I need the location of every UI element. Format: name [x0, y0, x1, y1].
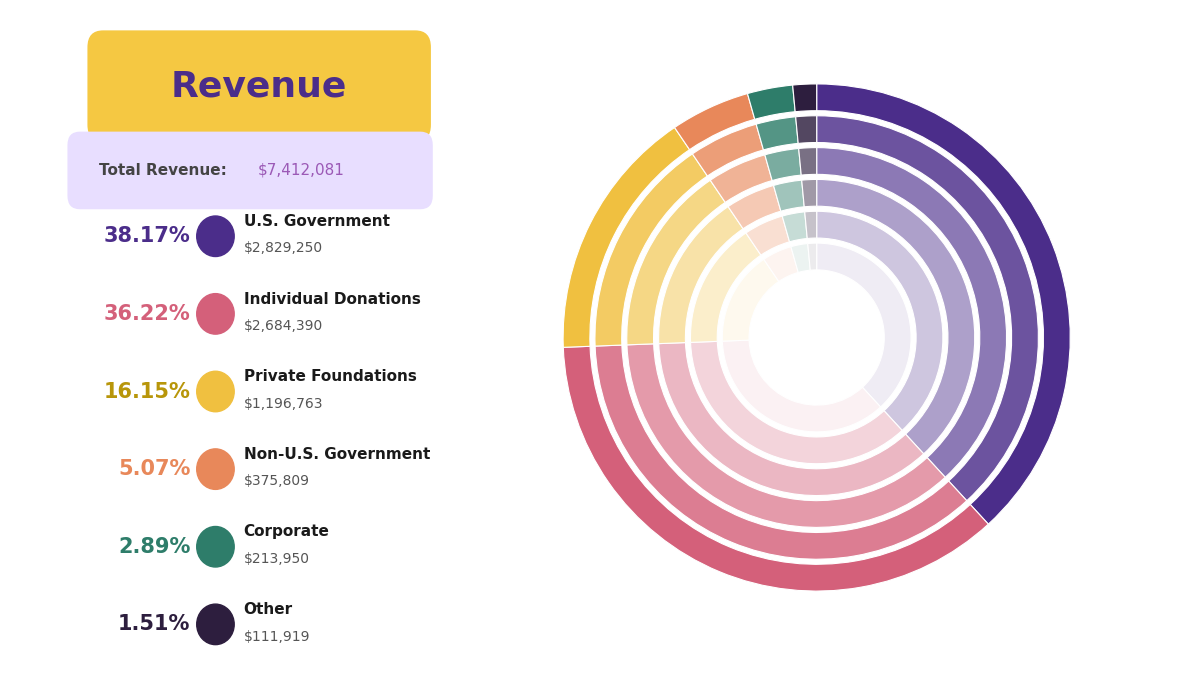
Text: $375,809: $375,809 — [244, 475, 310, 488]
Text: Total Revenue:: Total Revenue: — [98, 163, 227, 178]
Wedge shape — [817, 211, 943, 431]
Circle shape — [197, 604, 234, 645]
Circle shape — [197, 216, 234, 256]
Wedge shape — [691, 342, 902, 464]
Wedge shape — [746, 216, 789, 255]
Wedge shape — [817, 148, 1006, 477]
Wedge shape — [765, 148, 801, 181]
Text: Corporate: Corporate — [244, 524, 329, 539]
Text: $213,950: $213,950 — [244, 552, 310, 566]
Wedge shape — [793, 84, 817, 112]
Circle shape — [197, 526, 234, 567]
Wedge shape — [563, 128, 689, 348]
Wedge shape — [805, 211, 817, 238]
Text: $1,196,763: $1,196,763 — [244, 397, 323, 410]
Wedge shape — [817, 84, 1070, 524]
Wedge shape — [675, 94, 754, 150]
Text: $2,829,250: $2,829,250 — [244, 242, 323, 255]
Wedge shape — [757, 117, 799, 150]
Wedge shape — [691, 233, 761, 342]
FancyBboxPatch shape — [88, 30, 431, 142]
Wedge shape — [817, 243, 912, 407]
Text: Private Foundations: Private Foundations — [244, 369, 417, 384]
Text: 36.22%: 36.22% — [103, 304, 191, 324]
Text: 1.51%: 1.51% — [118, 614, 191, 634]
Wedge shape — [799, 148, 817, 175]
Wedge shape — [710, 155, 772, 202]
Text: U.S. Government: U.S. Government — [244, 214, 389, 229]
Text: Individual Donations: Individual Donations — [244, 292, 420, 306]
Wedge shape — [658, 343, 924, 495]
Text: $2,684,390: $2,684,390 — [244, 319, 323, 333]
Circle shape — [197, 371, 234, 412]
Wedge shape — [594, 154, 707, 346]
Wedge shape — [782, 212, 807, 242]
Text: 38.17%: 38.17% — [103, 226, 191, 246]
Wedge shape — [808, 243, 817, 270]
Wedge shape — [722, 259, 778, 341]
Text: $111,919: $111,919 — [244, 630, 310, 643]
Wedge shape — [627, 344, 945, 527]
Wedge shape — [817, 180, 975, 454]
Circle shape — [197, 449, 234, 489]
Wedge shape — [693, 124, 764, 176]
Text: $7,412,081: $7,412,081 — [258, 163, 345, 178]
Circle shape — [197, 294, 234, 334]
Wedge shape — [817, 116, 1039, 501]
Wedge shape — [728, 186, 781, 229]
Text: Revenue: Revenue — [171, 69, 347, 103]
Wedge shape — [658, 207, 743, 344]
Wedge shape — [722, 340, 880, 432]
Wedge shape — [773, 180, 805, 211]
Wedge shape — [791, 244, 811, 273]
Wedge shape — [764, 246, 799, 281]
FancyBboxPatch shape — [67, 132, 432, 209]
Wedge shape — [627, 180, 725, 345]
Text: 2.89%: 2.89% — [118, 537, 191, 557]
Text: 16.15%: 16.15% — [103, 381, 191, 402]
Wedge shape — [796, 116, 817, 143]
Text: Non-U.S. Government: Non-U.S. Government — [244, 447, 430, 462]
Wedge shape — [596, 345, 967, 559]
Wedge shape — [802, 180, 817, 207]
Text: Other: Other — [244, 602, 293, 617]
Wedge shape — [563, 346, 988, 591]
Text: 5.07%: 5.07% — [118, 459, 191, 479]
Wedge shape — [747, 85, 795, 119]
